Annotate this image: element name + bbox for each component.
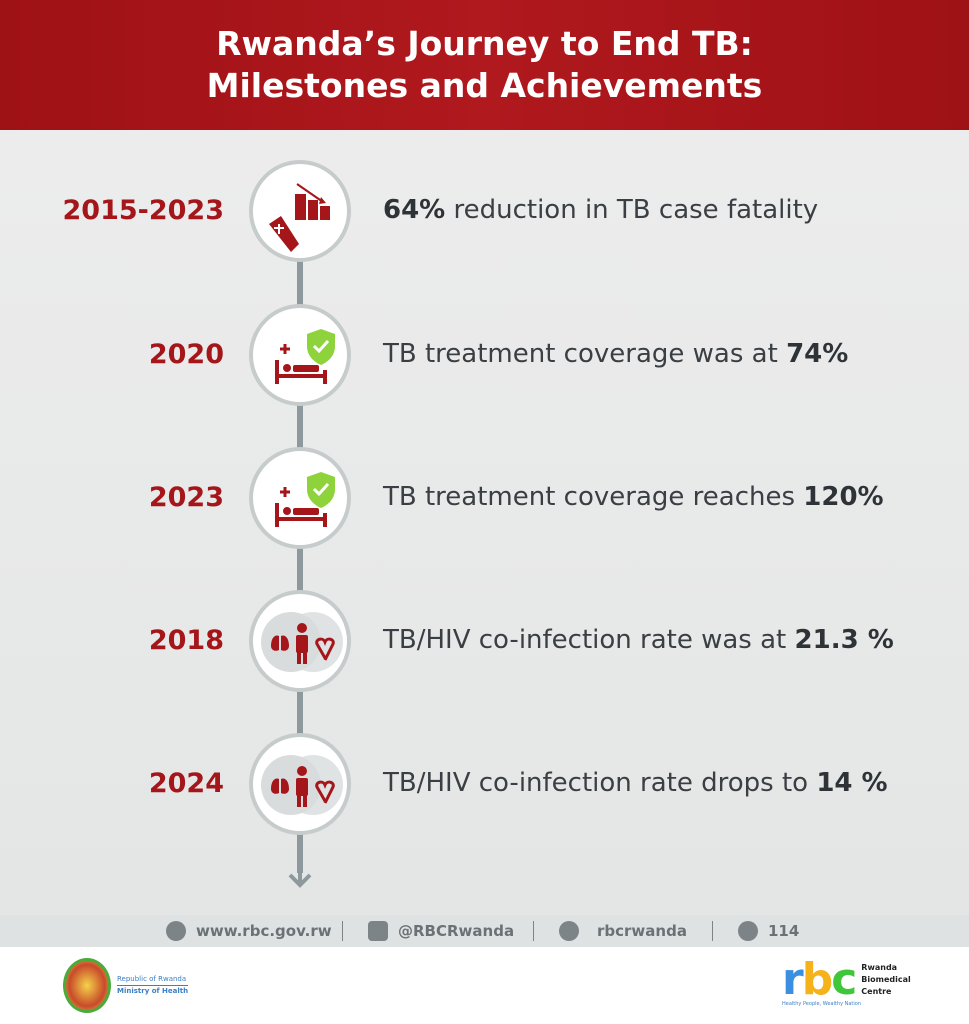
arrow-down-icon — [288, 860, 312, 888]
milestone-icon-circle — [249, 160, 351, 262]
milestone-text-pre: TB/HIV co-infection rate drops to — [383, 768, 817, 798]
lungs-person-ribbon-icon — [261, 612, 343, 672]
title-line-1: Rwanda’s Journey to End TB: — [216, 24, 753, 63]
moh-line1: Republic of Rwanda — [117, 975, 187, 983]
milestone-year: 2023 — [148, 482, 224, 513]
coffin-chart-icon — [269, 183, 330, 252]
milestone-year: 2015-2023 — [62, 195, 225, 226]
timeline-connector — [297, 545, 303, 595]
hotline-number: 114 — [768, 922, 800, 940]
timeline-connector — [297, 833, 303, 873]
divider — [342, 921, 343, 941]
timeline-connector — [297, 404, 303, 452]
milestone-text-pre: TB treatment coverage reaches — [383, 482, 804, 512]
rbc-name2: Biomedical — [861, 975, 911, 984]
rbc-name3: Centre — [861, 987, 892, 996]
phone-icon — [738, 921, 758, 941]
milestone-year: 2024 — [148, 768, 224, 799]
rbc-wordmark: rbc — [782, 954, 857, 1005]
lungs-person-ribbon-icon — [261, 755, 343, 815]
milestone-value: 14 % — [816, 768, 888, 798]
divider — [533, 921, 534, 941]
website-link[interactable]: www.rbc.gov.rw — [166, 921, 332, 941]
moh-line2: Ministry of Health — [117, 985, 189, 995]
ministry-of-health-logo: Republic of Rwanda Ministry of Health — [63, 958, 189, 1013]
globe-icon — [166, 921, 186, 941]
instagram-handle: rbcrwanda — [597, 922, 687, 940]
milestone-text-pre: TB treatment coverage was at — [383, 339, 787, 369]
milestone-value: 21.3 % — [794, 625, 894, 655]
bed-shield-icon — [275, 472, 335, 527]
milestone-icon-circle — [249, 590, 351, 692]
milestone-text: TB treatment coverage reaches 120% — [383, 482, 884, 512]
instagram-icon — [559, 921, 579, 941]
x-twitter-icon — [368, 921, 388, 941]
title-line-2: Milestones and Achievements — [206, 66, 763, 105]
milestone-year: 2020 — [148, 339, 224, 370]
rbc-logo: rbc Rwanda Biomedical Centre — [782, 954, 911, 1005]
website-text: www.rbc.gov.rw — [196, 922, 332, 940]
milestone-value: 120% — [803, 482, 884, 512]
timeline-connector — [297, 260, 303, 320]
twitter-link[interactable]: @RBCRwanda — [368, 921, 514, 941]
rwanda-seal-icon — [63, 958, 111, 1013]
instagram-link[interactable]: rbcrwanda — [559, 921, 687, 941]
milestone-text: TB/HIV co-infection rate drops to 14 % — [383, 768, 888, 798]
milestone-value: 64% — [383, 195, 446, 225]
bed-shield-icon — [275, 329, 335, 384]
milestone-value: 74% — [786, 339, 849, 369]
divider — [712, 921, 713, 941]
milestone-text: TB/HIV co-infection rate was at 21.3 % — [383, 625, 894, 655]
footer-contact-bar: www.rbc.gov.rw @RBCRwanda rbcrwanda 114 — [0, 915, 969, 947]
milestone-year: 2018 — [148, 625, 224, 656]
milestone-text: 64% reduction in TB case fatality — [383, 195, 818, 225]
milestone-icon-circle — [249, 304, 351, 406]
timeline — [0, 130, 969, 915]
milestone-text-post: reduction in TB case fatality — [445, 195, 819, 225]
milestone-icon-circle — [249, 447, 351, 549]
timeline-connector — [297, 689, 303, 737]
twitter-handle: @RBCRwanda — [398, 922, 515, 940]
milestone-icon-circle — [249, 733, 351, 835]
rbc-name1: Rwanda — [861, 963, 898, 972]
hotline: 114 — [738, 921, 799, 941]
header-banner: Rwanda’s Journey to End TB: Milestones a… — [0, 0, 969, 130]
milestone-text: TB treatment coverage was at 74% — [383, 339, 848, 369]
rbc-tagline: Healthy People, Wealthy Nation — [782, 1001, 861, 1007]
milestone-text-pre: TB/HIV co-infection rate was at — [383, 625, 795, 655]
